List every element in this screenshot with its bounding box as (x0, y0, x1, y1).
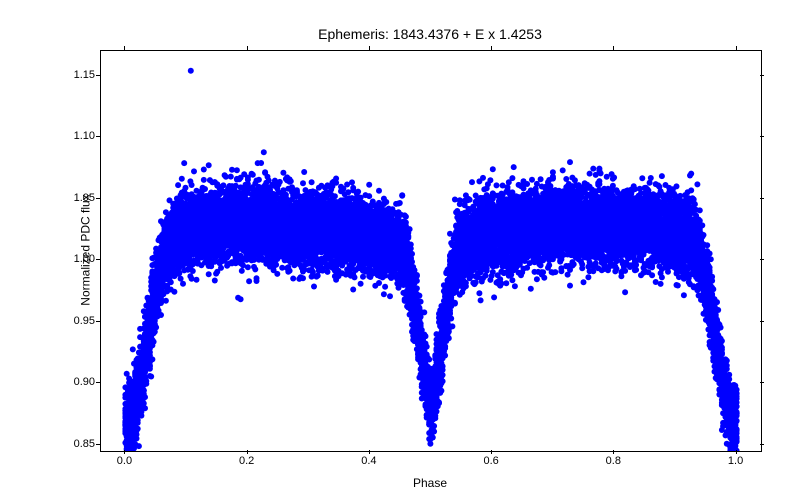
xtick-label: 0.6 (483, 455, 498, 467)
ytick-label: 1.00 (74, 253, 95, 265)
xtick-label: 0.2 (239, 455, 254, 467)
ytick-label: 1.15 (74, 69, 95, 81)
xtick-label: 0.8 (606, 455, 621, 467)
ytick-label: 0.85 (74, 438, 95, 450)
xtick-label: 0.4 (361, 455, 376, 467)
chart-title: Ephemeris: 1843.4376 + E x 1.4253 (100, 26, 760, 42)
ytick-mark (760, 198, 764, 199)
ytick-mark (760, 444, 764, 445)
y-axis-label: Normalized PDC flux (79, 194, 93, 305)
plot-area (100, 50, 762, 452)
xtick-mark (369, 46, 370, 50)
ytick-mark (96, 259, 100, 260)
ytick-mark (760, 321, 764, 322)
ytick-label: 1.05 (74, 192, 95, 204)
xtick-mark (736, 450, 737, 454)
scatter-plot (101, 51, 761, 451)
ytick-label: 1.10 (74, 130, 95, 142)
ytick-mark (760, 75, 764, 76)
xtick-mark (247, 46, 248, 50)
x-axis-label: Phase (100, 476, 760, 490)
ytick-label: 0.95 (74, 315, 95, 327)
xtick-mark (613, 450, 614, 454)
ytick-label: 0.90 (74, 376, 95, 388)
xtick-mark (491, 46, 492, 50)
xtick-mark (247, 450, 248, 454)
xtick-mark (491, 450, 492, 454)
xtick-label: 0.0 (117, 455, 132, 467)
ytick-mark (96, 444, 100, 445)
ytick-mark (760, 259, 764, 260)
ytick-mark (760, 382, 764, 383)
xtick-mark (613, 46, 614, 50)
ytick-mark (96, 382, 100, 383)
ytick-mark (96, 136, 100, 137)
xtick-mark (736, 46, 737, 50)
xtick-mark (124, 46, 125, 50)
xtick-mark (369, 450, 370, 454)
ytick-mark (96, 198, 100, 199)
ytick-mark (96, 75, 100, 76)
xtick-mark (124, 450, 125, 454)
xtick-label: 1.0 (728, 455, 743, 467)
ytick-mark (760, 136, 764, 137)
chart-container: Ephemeris: 1843.4376 + E x 1.4253 Normal… (0, 0, 800, 500)
ytick-mark (96, 321, 100, 322)
